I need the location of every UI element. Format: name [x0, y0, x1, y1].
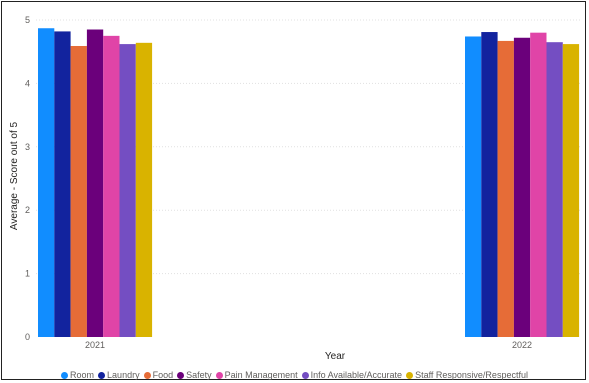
- bar-room-2021[interactable]: [38, 28, 55, 337]
- y-tick-label: 3: [25, 142, 30, 152]
- bar-staff-responsive-respectful-2022[interactable]: [562, 44, 580, 337]
- legend-marker-icon: [215, 371, 223, 379]
- legend-label: Pain Management: [224, 370, 298, 380]
- y-tick-label: 0: [25, 332, 30, 342]
- legend-label: Food: [152, 370, 174, 380]
- legend-marker-icon: [406, 371, 414, 379]
- y-tick-label: 5: [25, 15, 30, 25]
- bar-safety-2022[interactable]: [513, 37, 531, 337]
- bar-laundry-2021[interactable]: [54, 31, 71, 338]
- legend-label: Room: [70, 370, 95, 380]
- bar-food-2021[interactable]: [70, 45, 87, 338]
- legend-item[interactable]: Pain Management: [215, 370, 298, 380]
- y-axis-title: Average - Score out of 5: [9, 121, 20, 230]
- legend-marker-icon: [98, 371, 106, 379]
- bar-food-2022[interactable]: [497, 40, 514, 338]
- legend-marker-icon: [177, 371, 185, 379]
- y-axis-ticks: 0 1 2 3 4 5: [25, 15, 30, 342]
- legend-marker-icon: [143, 371, 151, 379]
- legend-marker-icon: [61, 371, 69, 379]
- y-tick-label: 1: [25, 269, 30, 279]
- bar-staff-responsive-respectful-2021[interactable]: [135, 42, 153, 337]
- x-axis-ticks: 2021 2022: [85, 340, 532, 350]
- x-tick-label: 2021: [85, 340, 105, 350]
- bar-info-available-accurate-2021[interactable]: [119, 44, 136, 337]
- legend-item[interactable]: Room: [61, 370, 94, 380]
- legend-label: Safety: [186, 370, 212, 380]
- legend-label: Laundry: [107, 370, 140, 380]
- legend-label: Info Available/Accurate: [310, 370, 403, 380]
- bar-info-available-accurate-2022[interactable]: [546, 42, 563, 337]
- legend: Room Laundry Food Safety Pain Management Info…: [2, 370, 587, 380]
- legend-item[interactable]: Safety: [177, 370, 212, 380]
- bar-pain-management-2022[interactable]: [530, 32, 547, 338]
- legend-marker-icon: [301, 371, 309, 379]
- x-axis-title: Year: [325, 351, 346, 362]
- legend-item[interactable]: Info Available/Accurate: [301, 370, 403, 380]
- y-tick-label: 4: [25, 78, 30, 88]
- bar-room-2022[interactable]: [465, 36, 482, 337]
- bar-safety-2021[interactable]: [86, 29, 104, 337]
- legend-item[interactable]: Laundry: [98, 370, 140, 380]
- legend-label: Staff Responsive/Respectful: [415, 370, 528, 380]
- y-tick-label: 2: [25, 205, 30, 215]
- legend-item[interactable]: Staff Responsive/Respectful: [406, 370, 528, 380]
- bar-laundry-2022[interactable]: [481, 32, 498, 338]
- bar-pain-management-2021[interactable]: [103, 35, 120, 337]
- bars: [38, 28, 580, 338]
- legend-item[interactable]: Food: [143, 370, 174, 380]
- x-tick-label: 2022: [512, 340, 532, 350]
